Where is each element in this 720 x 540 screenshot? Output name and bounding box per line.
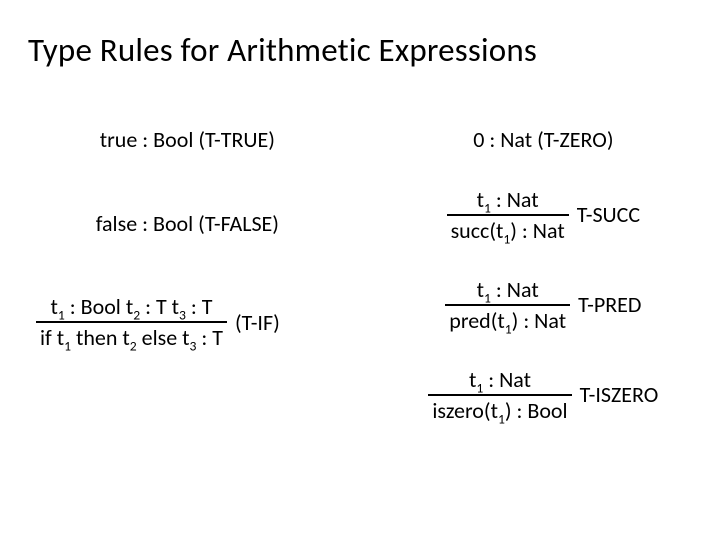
axiom-t-false: false : Bool (T-FALSE) xyxy=(28,210,347,238)
left-column: true : Bool (T-TRUE) false : Bool (T-FAL… xyxy=(28,118,347,424)
rule-t-iszero-fraction: t1 : Nat iszero(t1) : Bool xyxy=(428,366,571,424)
rule-t-if-conclusion: if t1 then t2 else t3 : T xyxy=(36,323,227,351)
right-column: 0 : Nat (T-ZERO) t1 : Nat succ(t1) : Nat… xyxy=(371,118,716,424)
rule-t-pred-fraction: t1 : Nat pred(t1) : Nat xyxy=(445,276,570,334)
slide: Type Rules for Arithmetic Expressions tr… xyxy=(0,0,720,540)
content-columns: true : Bool (T-TRUE) false : Bool (T-FAL… xyxy=(28,118,692,424)
rule-t-succ-name: T-SUCC xyxy=(575,201,640,228)
rule-t-succ-conclusion: succ(t1) : Nat xyxy=(447,216,569,244)
rule-t-if-fraction: t1 : Bool t2 : T t3 : T if t1 then t2 el… xyxy=(36,293,227,351)
slide-title: Type Rules for Arithmetic Expressions xyxy=(28,30,692,70)
rule-t-succ-fraction: t1 : Nat succ(t1) : Nat xyxy=(447,186,569,244)
rule-t-iszero-conclusion: iszero(t1) : Bool xyxy=(428,396,571,424)
axiom-t-true: true : Bool (T-TRUE) xyxy=(28,126,347,154)
rule-t-if: t1 : Bool t2 : T t3 : T if t1 then t2 el… xyxy=(36,293,280,351)
rule-t-iszero-name: T-ISZERO xyxy=(578,381,659,408)
rule-t-iszero: t1 : Nat iszero(t1) : Bool T-ISZERO xyxy=(371,366,716,424)
rule-t-pred: t1 : Nat pred(t1) : Nat T-PRED xyxy=(371,276,716,334)
rule-t-iszero-premise: t1 : Nat xyxy=(465,366,535,394)
rule-t-pred-premise: t1 : Nat xyxy=(473,276,543,304)
rule-t-pred-name: T-PRED xyxy=(576,291,641,318)
rule-t-pred-conclusion: pred(t1) : Nat xyxy=(445,306,570,334)
rule-t-if-premise: t1 : Bool t2 : T t3 : T xyxy=(47,293,217,321)
rule-t-if-name: (T-IF) xyxy=(233,309,280,336)
rule-t-succ-premise: t1 : Nat xyxy=(473,186,543,214)
rule-t-succ: t1 : Nat succ(t1) : Nat T-SUCC xyxy=(371,186,716,244)
axiom-t-zero: 0 : Nat (T-ZERO) xyxy=(371,126,716,154)
